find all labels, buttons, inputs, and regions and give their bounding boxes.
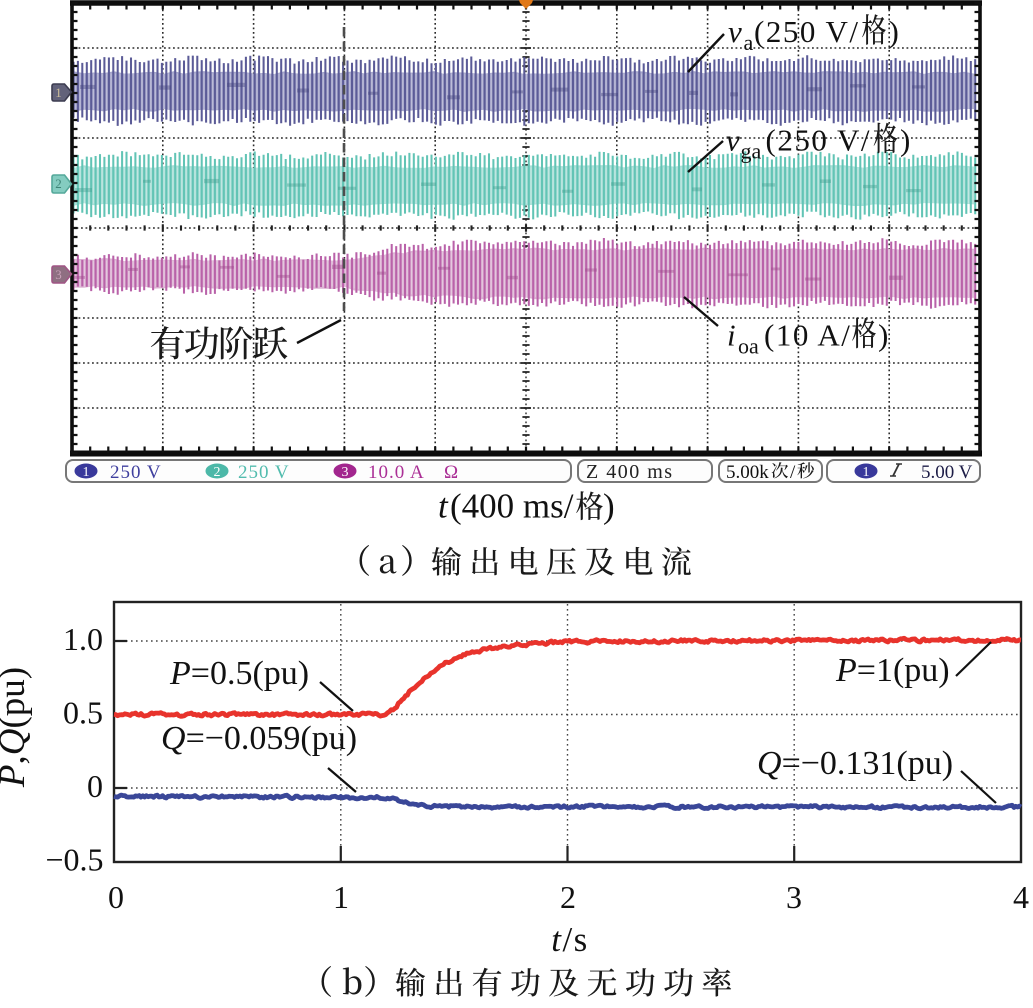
svg-text:Z 400 ms: Z 400 ms [586,461,674,483]
svg-text:(400 ms/: (400 ms/ [450,487,574,526]
svg-text:/: / [790,462,796,483]
svg-text:a: a [744,30,754,55]
svg-text:Ω: Ω [444,462,458,483]
svg-text:ga: ga [741,139,762,164]
svg-text:(250 V/: (250 V/ [754,14,860,49]
svg-text:0: 0 [87,768,103,804]
svg-text:v: v [728,14,742,49]
svg-text:3: 3 [55,267,62,282]
svg-text:5.00 V: 5.00 V [921,462,973,483]
svg-text:Q=−0.131(pu): Q=−0.131(pu) [757,745,953,782]
svg-text:250 V: 250 V [110,462,162,483]
svg-text:): ) [900,123,910,158]
svg-text:v: v [726,123,740,158]
svg-text:2: 2 [214,465,221,480]
svg-text:3: 3 [786,879,802,915]
svg-text:0.5: 0.5 [63,695,103,731]
svg-text:10.0 A: 10.0 A [368,462,425,483]
svg-text:t/s: t/s [551,920,589,959]
svg-text:P,Q(pu): P,Q(pu) [0,667,33,788]
svg-text:): ) [878,318,888,353]
svg-text:): ) [889,14,899,49]
svg-text:2: 2 [560,879,576,915]
svg-text:1: 1 [333,879,349,915]
svg-text:(10 A/: (10 A/ [764,318,851,353]
svg-text:250 V: 250 V [238,462,290,483]
svg-text:1: 1 [863,465,870,480]
svg-text:i: i [727,318,736,353]
svg-text:2: 2 [55,176,62,191]
svg-text:1: 1 [83,465,90,480]
svg-text:oa: oa [738,334,759,359]
svg-text:(250 V/: (250 V/ [766,123,872,158]
svg-text:1: 1 [55,85,62,100]
svg-text:t: t [438,487,449,526]
svg-text:5.00k: 5.00k [726,462,769,483]
svg-text:1.0: 1.0 [63,621,103,657]
svg-text:3: 3 [342,465,349,480]
svg-text:P=1(pu): P=1(pu) [835,652,950,689]
svg-text:): ) [603,487,615,526]
svg-text:P=0.5(pu): P=0.5(pu) [169,655,309,692]
svg-text:−0.5: −0.5 [45,842,103,878]
svg-text:4: 4 [1013,879,1029,915]
svg-text:Q=−0.059(pu): Q=−0.059(pu) [161,720,357,757]
svg-text:0: 0 [108,879,124,915]
